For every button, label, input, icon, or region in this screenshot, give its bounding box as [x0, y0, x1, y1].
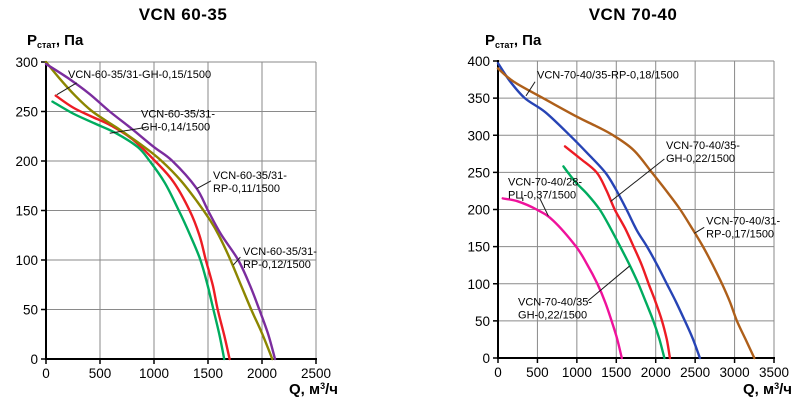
curve-label-line: VCN-70-40/31- [706, 216, 780, 228]
curve-label: VCN-70-40/31-RP-0,17/1500 [706, 216, 780, 241]
curve-label-line: RP-0,12/1500 [243, 259, 311, 271]
curve-label-line: VCN-60-35/31- [243, 246, 317, 258]
chart2-x-axis-label: Q, м3/ч [672, 381, 792, 398]
x-tick-label: 2000 [247, 366, 277, 381]
x-axis-superscript: 3 [320, 381, 326, 391]
curve-label-line: GH-0,14/1500 [141, 122, 210, 134]
x-axis-superscript: 3 [774, 381, 780, 391]
curve-label: VCN-70-40/35-RP-0,18/1500 [537, 69, 679, 81]
y-tick-label: 150 [467, 240, 490, 255]
curve-VCN-60-35/31-GH-0,14/1500 [51, 100, 226, 361]
x-axis-units: /ч [325, 381, 338, 398]
curve-VCN-70-40/35-RP-0,18/1500 [496, 62, 702, 360]
y-tick-label: 100 [15, 253, 38, 268]
curve-label: VCN-60-35/31-RP-0,11/1500 [213, 170, 287, 195]
curve-label-line: RP-0,11/1500 [213, 183, 280, 195]
x-axis-symbol: Q, м [288, 381, 321, 398]
x-tick-label: 1500 [601, 365, 631, 380]
annotation-leader-line [539, 198, 549, 217]
annotation-leader-line [525, 81, 536, 97]
y-tick-label: 0 [482, 351, 490, 366]
chart1-x-axis-label: Q, м3/ч [218, 381, 338, 398]
curve-label-line: VCN-70-40/28- [508, 176, 582, 188]
y-tick-label: 100 [467, 277, 490, 292]
y-tick-label: 50 [23, 303, 38, 318]
x-tick-label: 500 [526, 365, 549, 380]
x-tick-label: 1500 [193, 366, 223, 381]
annotation-leader-line [56, 82, 78, 96]
y-tick-label: 200 [15, 154, 38, 169]
curve-label-line: VCN-70-40/35- [666, 140, 740, 152]
y-axis-units: , Па [513, 32, 542, 49]
y-tick-label: 350 [467, 91, 490, 106]
curve-label-line: GH-0,22/1500 [666, 153, 735, 165]
curve-label-line: РЦ-0,37/1500 [508, 189, 576, 201]
curve-label-line: GH-0,22/1500 [518, 310, 587, 322]
curve-label: VCN-60-35/31-GH-0,15/1500 [68, 69, 211, 81]
x-tick-label: 3000 [720, 365, 750, 380]
x-tick-label: 0 [494, 365, 502, 380]
y-axis-subscript: стат [37, 40, 56, 50]
curve-label: VCN-70-40/28-РЦ-0,37/1500 [508, 176, 582, 201]
curve-VCN-70-40/28-РЦ-0,37/1500 [501, 197, 623, 360]
curve-label-line: VCN-70-40/35-RP-0,18/1500 [537, 69, 679, 81]
y-axis-units: , Па [55, 32, 84, 49]
y-axis-symbol: P [27, 32, 38, 49]
y-axis-symbol: P [485, 32, 496, 49]
curve-VCN-60-35/31-RP-0,12/1500 [44, 60, 274, 361]
annotation-leader-line [109, 126, 147, 134]
curve-VCN-60-35/31-GH-0,15/1500 [54, 94, 231, 361]
chart2-title: VCN 70-40 [588, 5, 678, 24]
curve-label: VCN-60-35/31-GH-0,14/1500 [141, 109, 215, 134]
chart1-y-axis-label: Pстат, Па [27, 32, 83, 50]
x-tick-label: 1000 [562, 365, 592, 380]
curve-label: VCN-70-40/35-GH-0,22/1500 [666, 140, 740, 165]
x-tick-label: 0 [42, 366, 50, 381]
curve-VCN-60-35/31-RP-0,11/1500 [44, 62, 277, 361]
x-axis-units: /ч [779, 381, 792, 398]
y-axis-subscript: стат [495, 40, 514, 50]
curve-VCN-70-40/31-RP-0,17/1500 [496, 67, 756, 360]
curve-label: VCN-60-35/31-RP-0,12/1500 [243, 246, 317, 271]
annotation-leader-line [694, 226, 705, 234]
curve-label-line: VCN-60-35/31- [213, 170, 287, 182]
y-tick-label: 200 [467, 203, 490, 218]
annotation-leader-line [233, 256, 241, 266]
curve-VCN-70-40/35-GH-0,22/1500 [562, 165, 666, 360]
curve-label-line: VCN-70-40/35- [518, 297, 592, 309]
curve-label-line: RP-0,17/1500 [706, 229, 774, 241]
chart2-y-axis-label: Pстат, Па [485, 32, 541, 50]
x-tick-label: 2000 [641, 365, 671, 380]
curve-VCN-70-40/35-GH-0,22/1500 [563, 145, 672, 360]
y-tick-label: 250 [467, 165, 490, 180]
x-tick-label: 3500 [759, 365, 789, 380]
x-tick-label: 2500 [301, 366, 331, 381]
y-tick-label: 400 [467, 54, 490, 69]
curve-label-line: VCN-60-35/31-GH-0,15/1500 [68, 69, 211, 81]
y-tick-label: 0 [30, 352, 38, 367]
annotation-leader-line [610, 158, 665, 202]
y-tick-label: 250 [15, 105, 38, 120]
annotation-leader-line [196, 180, 212, 190]
chart1-title: VCN 60-35 [138, 5, 228, 24]
curve-label-line: VCN-60-35/31- [141, 109, 215, 121]
curve-label: VCN-70-40/35-GH-0,22/1500 [518, 297, 592, 322]
y-tick-label: 150 [15, 204, 38, 219]
x-tick-label: 1000 [139, 366, 169, 381]
y-tick-label: 300 [15, 55, 38, 70]
x-axis-symbol: Q, м [742, 381, 775, 398]
annotation-leader-line [587, 265, 631, 302]
y-tick-label: 300 [467, 128, 490, 143]
y-tick-label: 50 [475, 314, 490, 329]
x-tick-label: 500 [89, 366, 112, 381]
x-tick-label: 2500 [680, 365, 710, 380]
